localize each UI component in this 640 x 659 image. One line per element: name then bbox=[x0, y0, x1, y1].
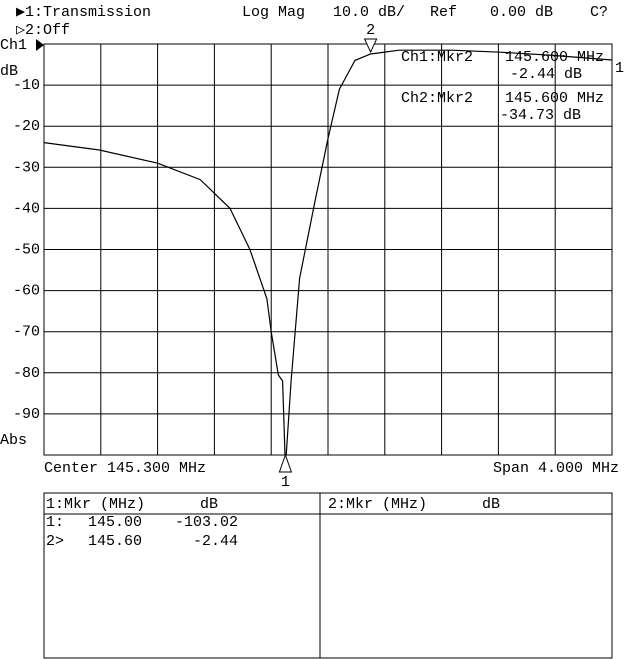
readout-freq: 145.600 MHz bbox=[505, 49, 604, 66]
marker-table bbox=[43, 492, 613, 659]
y-tick-label: -50 bbox=[13, 241, 40, 258]
y-tick-label: -60 bbox=[13, 283, 40, 300]
table-header: dB bbox=[482, 496, 500, 513]
table-header: 1:Mkr (MHz) bbox=[46, 496, 145, 513]
cal-status: C? bbox=[590, 4, 608, 21]
marker-label: 1 bbox=[281, 474, 290, 491]
table-cell: -103.02 bbox=[175, 514, 238, 531]
y-tick-label: -70 bbox=[13, 324, 40, 341]
format: Log Mag bbox=[242, 4, 305, 21]
trace-label: 1 bbox=[615, 60, 624, 77]
marker-label: 2 bbox=[366, 22, 375, 39]
table-header: dB bbox=[200, 496, 218, 513]
readout-name: Ch1:Mkr2 bbox=[401, 49, 473, 66]
unit: dB bbox=[0, 63, 18, 80]
trace bbox=[44, 49, 612, 455]
ref-pointer bbox=[36, 39, 44, 51]
marker bbox=[363, 38, 378, 54]
y-tick-label: -40 bbox=[13, 200, 40, 217]
grid bbox=[44, 44, 612, 455]
ref-label: Ref bbox=[430, 4, 457, 21]
channel: Ch1 bbox=[0, 37, 27, 54]
readout-value: -2.44 dB bbox=[510, 66, 582, 83]
mode: Abs bbox=[0, 432, 27, 449]
y-tick-label: -10 bbox=[13, 77, 40, 94]
table-cell: -2.44 bbox=[193, 533, 238, 550]
readout-freq: 145.600 MHz bbox=[505, 90, 604, 107]
center: Center 145.300 MHz bbox=[44, 460, 206, 477]
y-tick-label: -90 bbox=[13, 406, 40, 423]
marker bbox=[278, 453, 293, 473]
readout-name: Ch2:Mkr2 bbox=[401, 90, 473, 107]
y-tick-label: -80 bbox=[13, 365, 40, 382]
channel-1-label: ▶1:Transmission bbox=[16, 4, 151, 21]
channel-2-label: ▷2:Off bbox=[16, 22, 70, 39]
y-tick-label: -20 bbox=[13, 118, 40, 135]
ref-value: 0.00 dB bbox=[490, 4, 553, 21]
table-cell: 2> bbox=[46, 533, 64, 550]
table-header: 2:Mkr (MHz) bbox=[328, 496, 427, 513]
span: Span 4.000 MHz bbox=[493, 460, 619, 477]
y-tick-label: -30 bbox=[13, 159, 40, 176]
table-cell: 145.00 bbox=[88, 514, 142, 531]
readout-value: -34.73 dB bbox=[500, 107, 581, 124]
table-cell: 145.60 bbox=[88, 533, 142, 550]
scale: 10.0 dB/ bbox=[333, 4, 405, 21]
plot-frame bbox=[43, 43, 613, 456]
table-cell: 1: bbox=[46, 514, 64, 531]
